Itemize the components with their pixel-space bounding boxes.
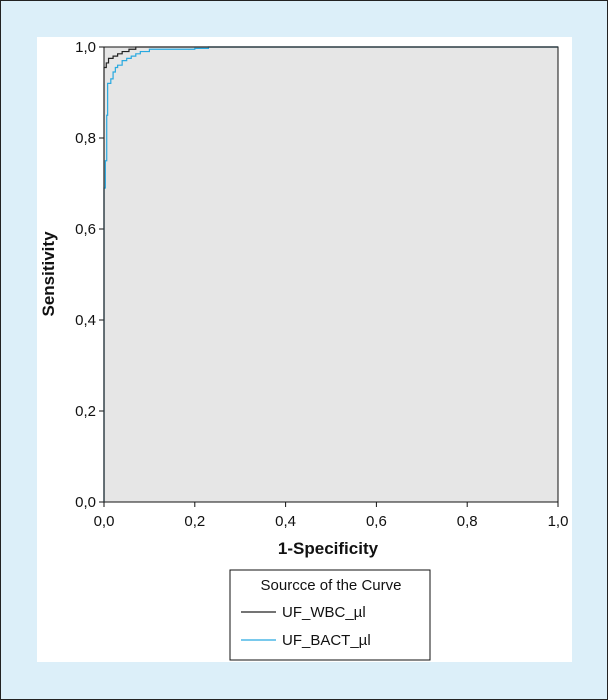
roc-curve-wbc bbox=[103, 46, 558, 502]
legend: Sourcce of the Curve UF_WBC_µl UF_BACT_µ… bbox=[229, 569, 431, 661]
y-tick-label: 0,8 bbox=[75, 130, 96, 147]
x-tick-label: 0,8 bbox=[457, 513, 478, 530]
x-tick-label: 0,4 bbox=[275, 513, 296, 530]
legend-label-bact: UF_BACT_µl bbox=[282, 632, 371, 649]
roc-curve-bact bbox=[103, 46, 558, 502]
y-tick-label: 0,4 bbox=[75, 312, 96, 329]
plot-area bbox=[103, 46, 559, 503]
y-tick-label: 0,0 bbox=[75, 494, 96, 511]
y-tick-label: 0,2 bbox=[75, 403, 96, 420]
x-axis-label: 1-Specificity bbox=[278, 539, 379, 558]
legend-title: Sourcce of the Curve bbox=[261, 577, 402, 594]
legend-box bbox=[229, 569, 431, 661]
x-tick-label: 0,0 bbox=[94, 513, 115, 530]
legend-label-wbc: UF_WBC_µl bbox=[282, 604, 366, 621]
y-axis-label: Sensitivity bbox=[39, 231, 58, 317]
y-tick-label: 1,0 bbox=[75, 39, 96, 56]
roc-curves bbox=[103, 46, 558, 502]
x-tick-label: 0,2 bbox=[184, 513, 205, 530]
x-axis-ticks: 0,0 0,2 0,4 0,6 0,8 1,0 bbox=[94, 502, 569, 530]
x-tick-label: 1,0 bbox=[548, 513, 569, 530]
y-tick-label: 0,6 bbox=[75, 221, 96, 238]
y-axis-ticks: 0,0 0,2 0,4 0,6 0,8 1,0 bbox=[75, 39, 104, 511]
x-tick-label: 0,6 bbox=[366, 513, 387, 530]
